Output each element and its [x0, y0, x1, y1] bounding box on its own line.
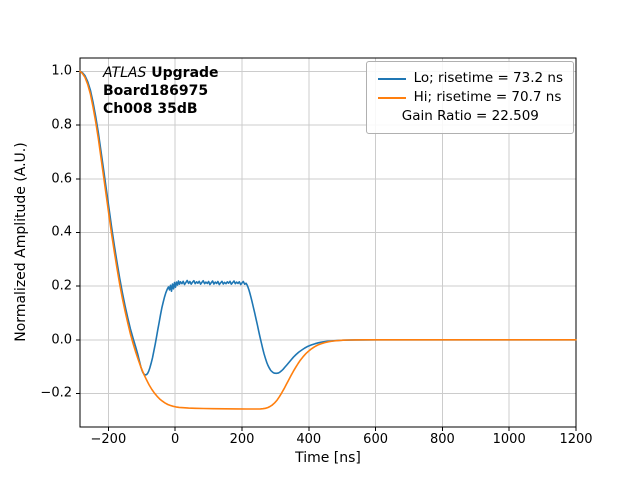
series-line-lo: [79, 70, 577, 376]
x-tick-label: 0: [171, 432, 180, 447]
x-axis-label: Time [ns]: [295, 450, 361, 466]
annotation-line3: Ch008 35dB: [103, 101, 198, 117]
legend-item-hi: Hi; risetime = 70.7 ns: [377, 89, 563, 106]
x-tick-label: 600: [363, 432, 389, 447]
x-tick-label: 1200: [559, 432, 593, 447]
series-line-hi: [79, 70, 577, 410]
y-tick-label: 0.2: [51, 278, 72, 294]
x-tick-label: −200: [90, 432, 127, 447]
y-tick-label: 0.8: [51, 117, 72, 133]
plot-frame: [79, 57, 577, 428]
legend: Lo; risetime = 73.2 ns Hi; risetime = 70…: [365, 61, 574, 134]
legend-item-gain-ratio: Gain Ratio = 22.509: [378, 108, 563, 125]
legend-label-gain-ratio: Gain Ratio = 22.509: [401, 108, 539, 124]
legend-item-lo: Lo; risetime = 73.2 ns: [377, 70, 563, 87]
y-tick-label: 0.6: [51, 171, 72, 187]
y-tick-label: −0.2: [40, 385, 72, 401]
annotation-line1: ATLAS Upgrade: [103, 64, 219, 82]
y-tick-label: 0.4: [51, 224, 72, 240]
annotation-atlas: ATLAS: [103, 65, 147, 81]
lo-line-sample-icon: [377, 77, 406, 80]
hi-line-sample-icon: [377, 96, 406, 99]
legend-label-hi: Hi; risetime = 70.7 ns: [413, 89, 562, 105]
y-tick-label: 0.0: [51, 332, 72, 348]
y-tick-label: 1.0: [51, 63, 72, 79]
plot-annotation: ATLAS Upgrade Board186975 Ch008 35dB: [103, 64, 219, 118]
x-tick-label: 200: [229, 432, 255, 447]
annotation-upgrade: Upgrade: [146, 65, 219, 81]
annotation-line2: Board186975: [103, 83, 209, 99]
x-tick-label: 400: [296, 432, 322, 447]
x-tick-label: 1000: [492, 432, 526, 447]
x-tick-label: 800: [429, 432, 455, 447]
legend-label-lo: Lo; risetime = 73.2 ns: [413, 70, 563, 86]
